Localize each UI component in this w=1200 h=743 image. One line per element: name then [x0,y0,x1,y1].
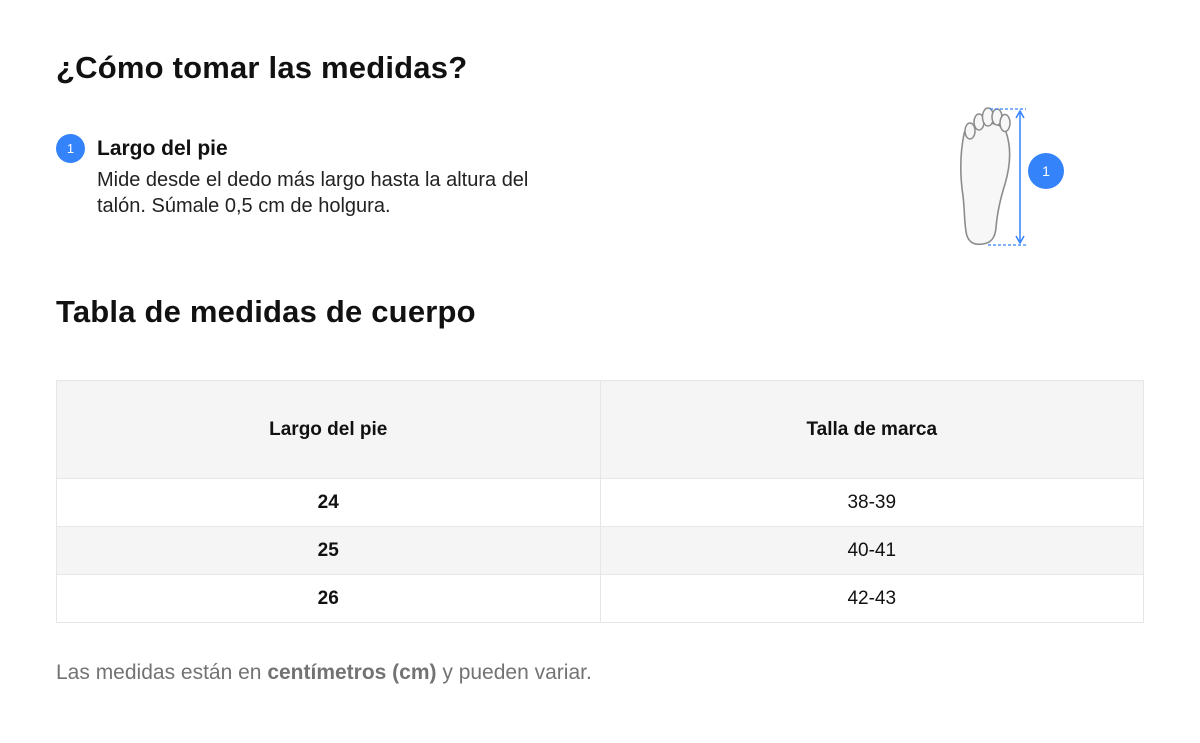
cell-foot-length: 25 [56,526,601,575]
table-row: 25 40-41 [56,526,1144,575]
cell-foot-length: 26 [56,574,601,623]
step-number-badge: 1 [56,134,85,163]
step-description: Mide desde el dedo más largo hasta la al… [97,169,529,217]
foot-icon: 1 [960,107,1064,246]
step-foot-length: 1 Largo del pie Mide desde el dedo más l… [56,134,577,219]
illustration-marker-label: 1 [1042,163,1050,179]
step-text: Largo del pie Mide desde el dedo más lar… [97,134,577,219]
cell-brand-size: 38-39 [599,478,1144,527]
column-header-brand-size: Talla de marca [599,380,1144,479]
units-footnote: Las medidas están en centímetros (cm) y … [56,661,592,685]
cell-brand-size: 40-41 [599,526,1144,575]
illustration-marker [1028,153,1064,189]
table-header-row: Largo del pie Talla de marca [56,380,1144,479]
table-row: 26 42-43 [56,574,1144,623]
table-row: 24 38-39 [56,478,1144,527]
cell-foot-length: 24 [56,478,601,527]
cell-brand-size: 42-43 [599,574,1144,623]
footnote-unit: centímetros (cm) [267,661,437,684]
size-table: Largo del pie Talla de marca 24 38-39 25… [56,380,1144,623]
footnote-suffix: y pueden variar. [436,661,592,684]
measure-guide-title: ¿Cómo tomar las medidas? [56,50,468,85]
step-title: Largo del pie [97,137,228,160]
footnote-prefix: Las medidas están en [56,661,268,684]
column-header-foot-length: Largo del pie [56,380,601,479]
size-table-title: Tabla de medidas de cuerpo [56,294,476,329]
